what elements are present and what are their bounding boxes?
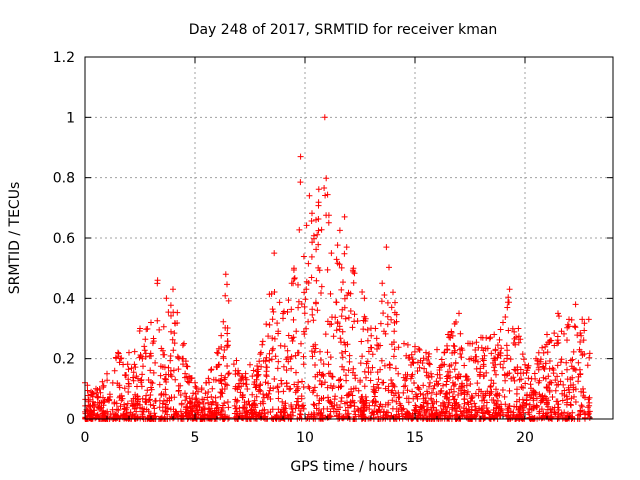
y-axis-label: SRMTID / TECUs [7,182,23,295]
x-tick-label: 15 [406,430,424,446]
x-tick-label: 20 [516,430,534,446]
x-axis-label: GPS time / hours [290,459,407,475]
chart-title: Day 248 of 2017, SRMTID for receiver kma… [189,22,498,38]
srmtid-point-markers [82,114,593,422]
y-tick-label: 0.6 [53,231,75,247]
x-tick-label: 10 [296,430,314,446]
y-tick-label: 0 [66,412,75,428]
grid-lines [85,57,613,419]
axis-ticks [84,56,613,420]
y-tick-label: 0.2 [53,352,75,368]
y-tick-label: 0.4 [53,291,75,307]
y-tick-label: 1 [66,110,75,126]
tick-labels: 0 0.2 0.4 0.6 0.8 1 1.2 0 5 10 15 20 [53,50,534,446]
data-points [82,114,593,422]
x-tick-label: 5 [191,430,200,446]
y-tick-label: 0.8 [53,171,75,187]
y-tick-label: 1.2 [53,50,75,66]
x-tick-label: 0 [81,430,90,446]
